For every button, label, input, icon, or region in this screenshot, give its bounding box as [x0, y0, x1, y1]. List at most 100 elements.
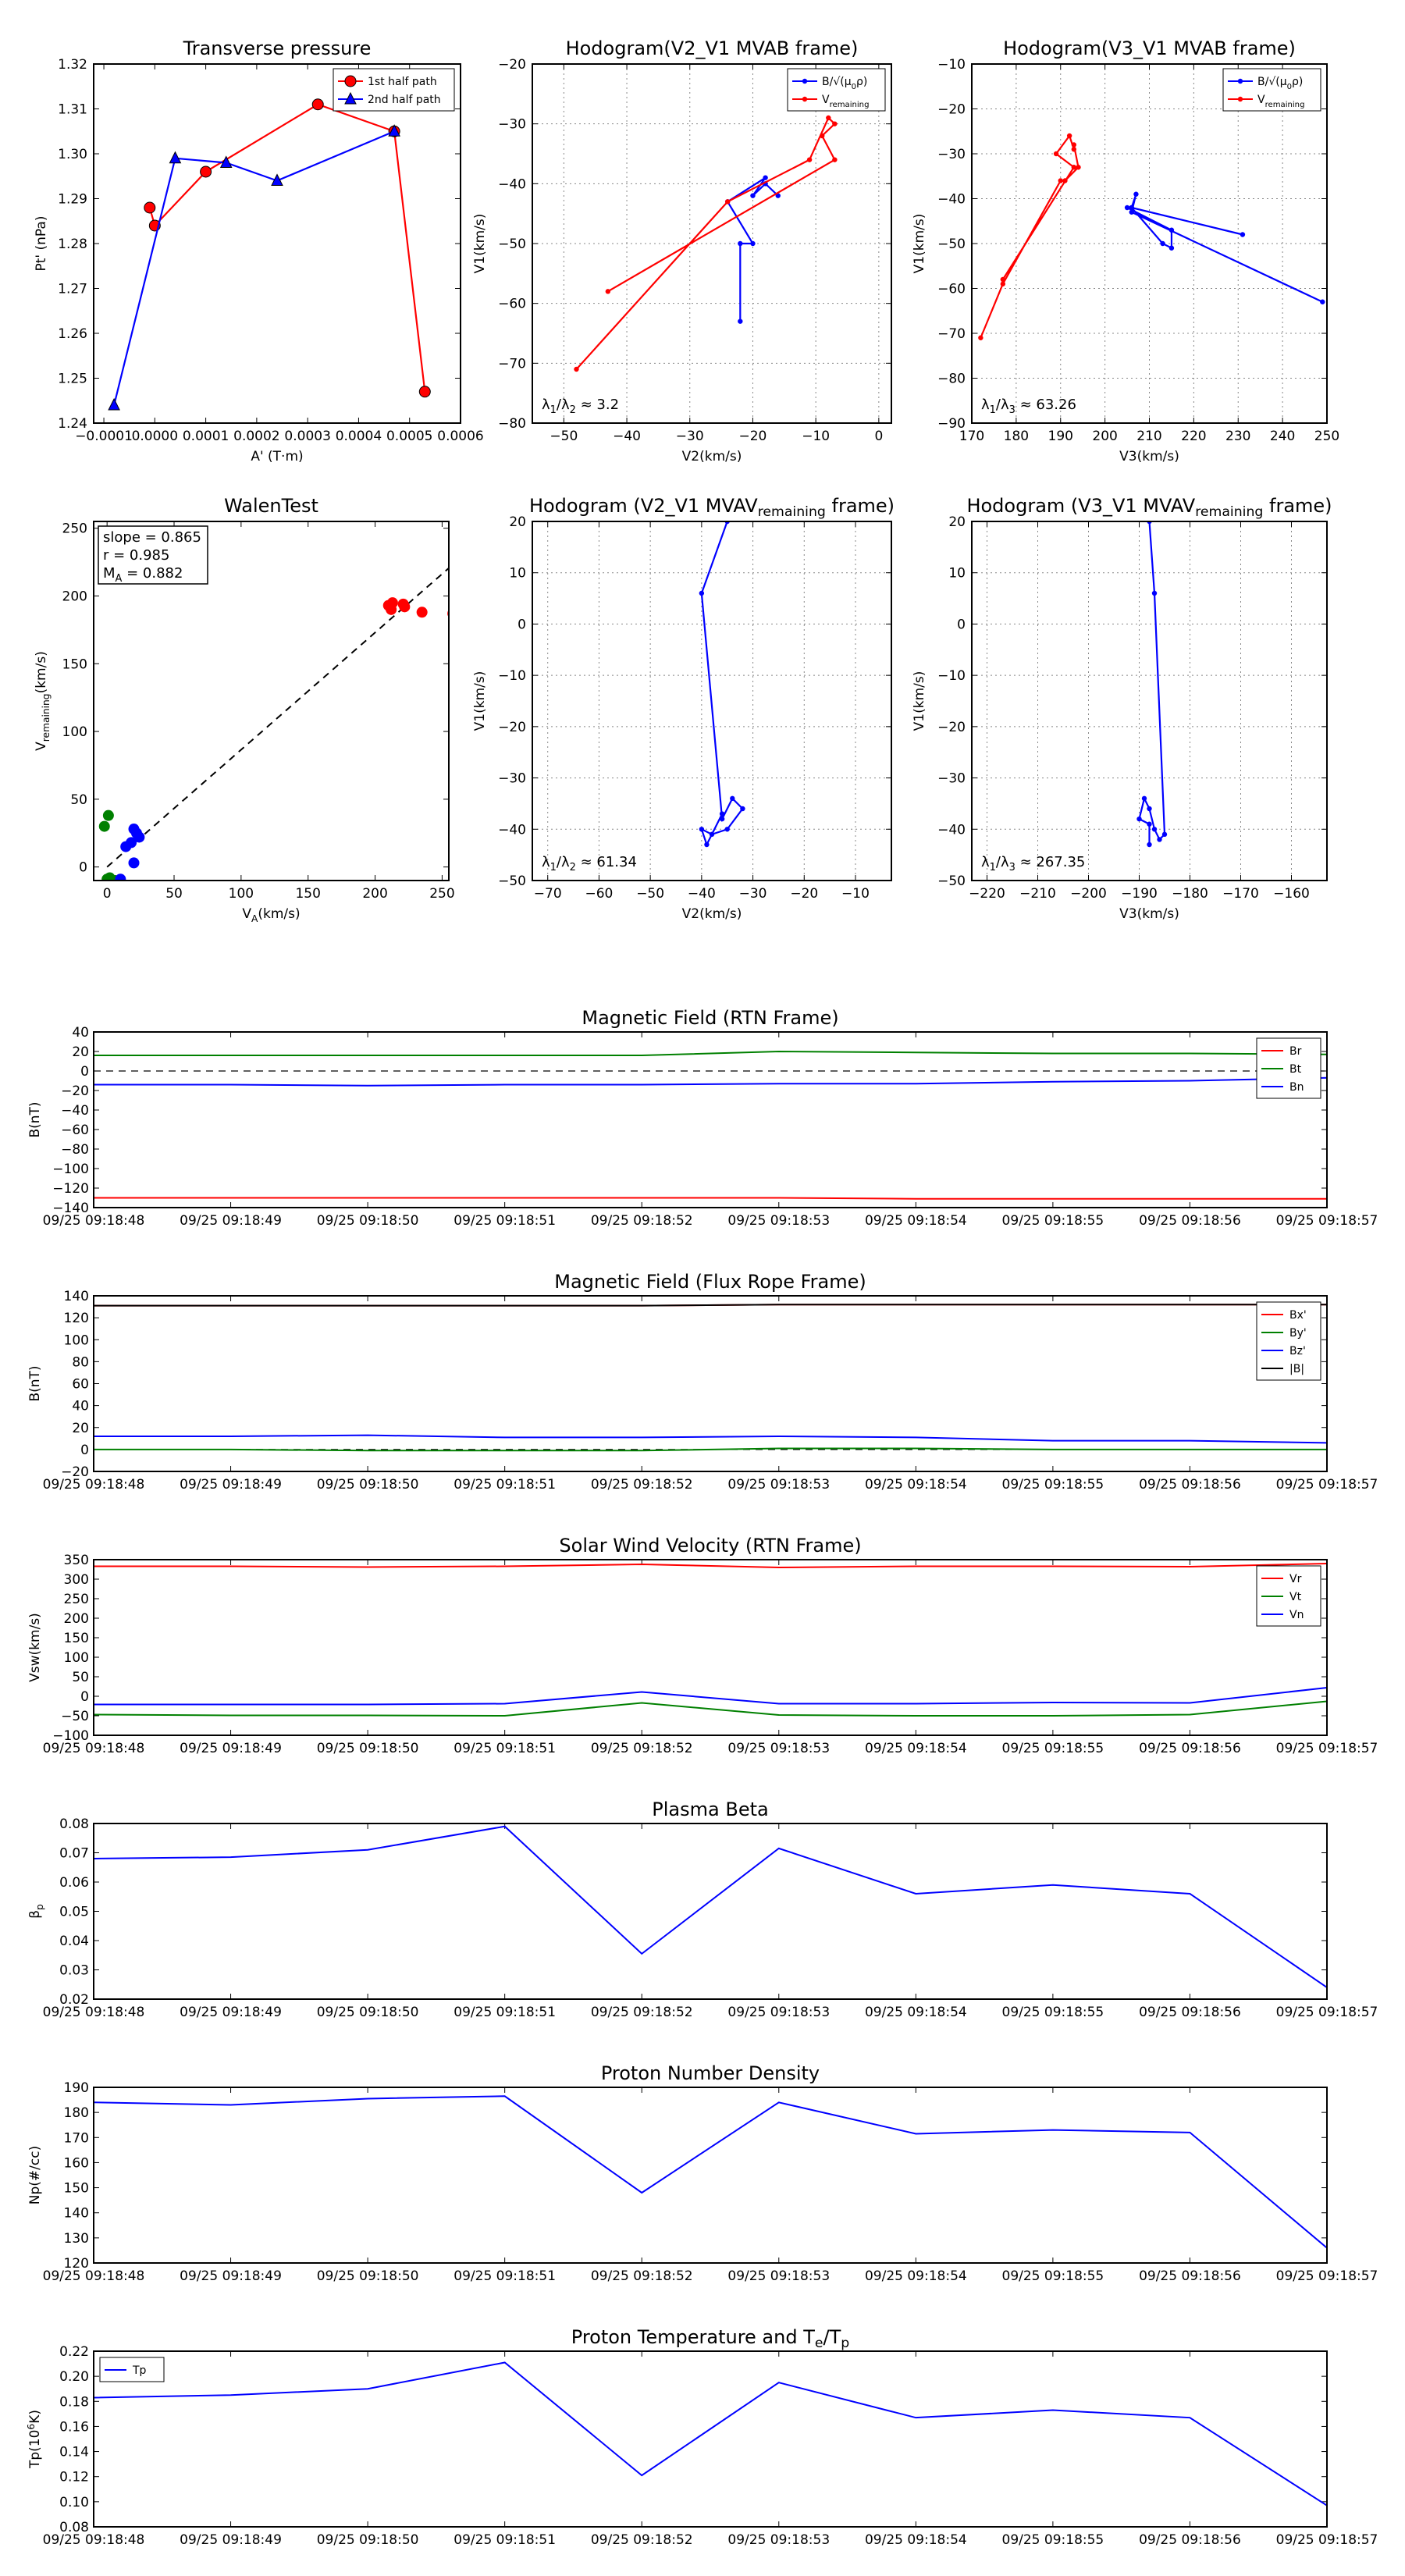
- series-line: [148, 103, 426, 392]
- y-tick-label: 50: [70, 792, 87, 808]
- x-tick-label: 09/25 09:18:51: [454, 2532, 556, 2548]
- data-point: [1066, 133, 1072, 139]
- x-tick-label: 09/25 09:18:51: [454, 1477, 556, 1493]
- series-line: [575, 116, 836, 370]
- y-tick-label: 0: [79, 860, 87, 876]
- x-axis-label: VA(km/s): [242, 906, 300, 924]
- stats-line: slope = 0.865: [103, 529, 201, 546]
- legend-label: |B|: [1289, 1363, 1304, 1375]
- x-tick-label: −30: [676, 429, 704, 444]
- y-tick-label: −10: [937, 668, 966, 684]
- y-tick-label: 0.07: [59, 1846, 89, 1862]
- x-tick-label: 200: [362, 886, 387, 902]
- y-tick-label: 0.02: [59, 1992, 89, 2008]
- fit-line: [106, 568, 449, 868]
- axes-frame: [532, 521, 892, 881]
- y-tick-label: 170: [64, 2130, 89, 2146]
- stats-line: r = 0.985: [103, 547, 169, 564]
- data-point: [1168, 227, 1175, 233]
- x-tick-label: 09/25 09:18:48: [43, 2532, 145, 2548]
- series-line: [699, 521, 744, 847]
- y-tick-label: 0: [80, 1064, 89, 1080]
- y-tick-label: −40: [937, 192, 966, 208]
- legend-label: B/√(μ0ρ): [822, 76, 867, 91]
- y-tick-label: 150: [62, 656, 87, 672]
- y-tick-label: 0.04: [59, 1934, 89, 1949]
- x-tick-label: 09/25 09:18:51: [454, 2005, 556, 2020]
- panel-h1: −50 −40 −30 −20 −10 0 −80 −70 −60 −50 −40 −30 −20 Hod…: [472, 37, 892, 464]
- x-tick-label: 09/25 09:18:49: [180, 2532, 282, 2548]
- series-line: [1138, 521, 1166, 845]
- y-tick-label: 150: [64, 2181, 89, 2197]
- y-tick-label: 160: [64, 2155, 89, 2171]
- x-tick-label: 190: [1048, 429, 1073, 444]
- data-point: [806, 157, 813, 162]
- y-tick-label: −90: [937, 416, 966, 432]
- axes-frame: [93, 1031, 1328, 1208]
- y-axis-label: B(nT): [27, 1365, 43, 1401]
- data-point: [738, 240, 743, 247]
- x-tick-label: 09/25 09:18:56: [1139, 2532, 1241, 2548]
- series-line-Vr: [94, 1563, 1327, 1569]
- x-tick-label: 09/25 09:18:50: [317, 1477, 419, 1493]
- data-point: [1071, 142, 1077, 148]
- x-tick-label: 09/25 09:18:56: [1139, 1213, 1241, 1229]
- x-tick-label: −20: [739, 429, 767, 444]
- y-tick-label: 20: [72, 1421, 89, 1436]
- y-tick-label: 40: [72, 1399, 89, 1414]
- data-point-green: [98, 820, 110, 832]
- y-tick-label: 50: [72, 1670, 89, 1685]
- x-tick-label: 180: [1004, 429, 1029, 444]
- x-tick-label: −170: [1222, 886, 1259, 902]
- data-point: [574, 366, 579, 372]
- y-tick-label: −10: [498, 668, 526, 684]
- x-tick-label: 09/25 09:18:48: [43, 1477, 145, 1493]
- data-point: [750, 240, 756, 247]
- legend-marker: [344, 91, 357, 105]
- legend-label: Tp: [132, 2364, 147, 2377]
- x-tick-label: −30: [739, 886, 767, 902]
- x-tick-label: −40: [688, 886, 716, 902]
- y-tick-label: 250: [62, 521, 87, 537]
- x-tick-label: 0.0005: [386, 429, 432, 444]
- y-tick-label: 0: [80, 1443, 89, 1458]
- data-point: [1151, 590, 1158, 596]
- eigenvalue-ratio: λ1/λ2 ≈ 61.34: [542, 854, 637, 873]
- y-tick-label: −50: [498, 237, 526, 252]
- y-axis-label: B(nT): [27, 1101, 43, 1137]
- series-line-Np: [94, 2095, 1327, 2249]
- x-tick-label: 200: [1092, 429, 1117, 444]
- data-point: [1147, 841, 1152, 848]
- data-point: [108, 397, 120, 411]
- y-tick-label: 190: [64, 2080, 89, 2096]
- x-tick-label: 09/25 09:18:48: [43, 1741, 145, 1756]
- stats-box: [98, 525, 208, 585]
- plot-area: [98, 568, 449, 881]
- y-tick-label: −30: [937, 147, 966, 162]
- y-tick-label: 0: [80, 1689, 89, 1705]
- y-tick-label: −20: [498, 720, 526, 735]
- y-tick-label: 150: [64, 1631, 89, 1646]
- x-axis-label: A' (T·m): [251, 449, 303, 464]
- data-point: [1062, 178, 1068, 183]
- y-tick-label: −50: [937, 237, 966, 252]
- y-tick-label: 0.12: [59, 2470, 89, 2485]
- data-point: [200, 165, 212, 178]
- legend-marker: [344, 75, 357, 87]
- x-tick-label: 09/25 09:18:50: [317, 2005, 419, 2020]
- chart-title: Transverse pressure: [183, 37, 372, 59]
- y-tick-label: 0.03: [59, 1963, 89, 1979]
- legend-marker: [802, 78, 808, 84]
- x-tick-label: −20: [790, 886, 818, 902]
- y-tick-label: 200: [64, 1611, 89, 1627]
- axes-frame: [93, 1823, 1328, 2000]
- y-tick-label: 100: [64, 1332, 89, 1348]
- legend-label: Vremaining: [822, 94, 869, 109]
- data-point-green: [102, 809, 114, 821]
- y-tick-label: 10: [948, 566, 966, 582]
- legend-label: Bz': [1289, 1345, 1306, 1357]
- y-axis-label: Pt' (nPa): [34, 216, 49, 272]
- legend-label: Bt: [1289, 1063, 1302, 1076]
- legend-label: Vt: [1289, 1591, 1302, 1603]
- y-tick-label: 1.30: [58, 147, 87, 162]
